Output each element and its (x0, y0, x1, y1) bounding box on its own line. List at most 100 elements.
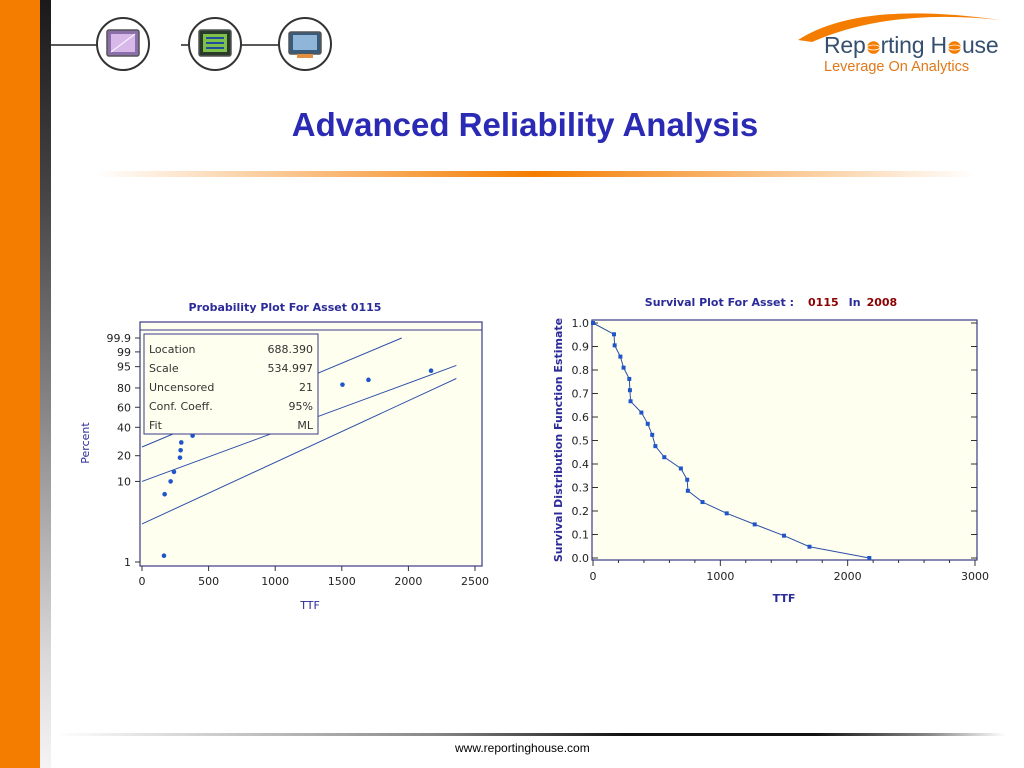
logo-globe-icon (866, 41, 880, 54)
surv-data-point (782, 533, 786, 538)
surv-data-point (639, 410, 644, 415)
stat-value: 534.997 (268, 362, 314, 375)
surv-data-point (685, 477, 690, 482)
prob-y-tick-label: 99 (117, 346, 131, 359)
stat-label: Scale (149, 362, 179, 375)
surv-data-point (650, 432, 655, 437)
surv-line (592, 322, 870, 559)
surv-data-point (612, 332, 617, 337)
prob-data-point (162, 491, 167, 497)
prob-x-label: TTF (299, 599, 320, 612)
prob-data-point (171, 469, 177, 475)
stat-label: Fit (149, 419, 163, 432)
surv-y-tick-label: 0.3 (572, 482, 590, 495)
prob-y-tick-label: 60 (117, 401, 131, 414)
surv-data-point (700, 500, 705, 505)
surv-data-point (685, 488, 690, 493)
surv-x-label: TTF (773, 592, 796, 605)
title-divider (95, 171, 975, 177)
surv-y-tick-label: 0.9 (572, 341, 590, 354)
surv-y-tick-label: 0.1 (572, 529, 590, 542)
prob-data-point (428, 368, 434, 374)
surv-data-point (653, 444, 658, 449)
surv-title-asset: 0115 (808, 296, 839, 309)
prob-x-tick-label: 2500 (461, 575, 489, 588)
surv-data-point (867, 556, 872, 560)
stat-value: 95% (289, 400, 313, 413)
prob-data-point (161, 553, 167, 559)
prob-data-point (178, 440, 184, 445)
prob-x-tick-label: 0 (139, 575, 146, 588)
surv-data-point (628, 399, 633, 404)
surv-x-tick-label: 0 (590, 570, 597, 583)
logo-swoosh-icon (798, 13, 1000, 42)
prob-x-tick-label: 500 (198, 575, 219, 588)
prob-y-ticks: 99.999 95 80 60 40 20 10 1 (107, 332, 140, 569)
prob-y-tick-label: 80 (117, 382, 131, 395)
prob-y-tick-label: 95 (117, 361, 131, 374)
stat-value: ML (297, 419, 313, 432)
prob-y-tick-label: 1 (124, 556, 131, 569)
surv-x-ticks: 0 1000 2000 3000 (590, 560, 989, 583)
prob-data-point (178, 447, 183, 453)
surv-y-tick-label: 0.5 (572, 435, 590, 448)
surv-y-tick-label: 0.2 (572, 505, 590, 518)
monitor-blue-icon[interactable] (278, 17, 332, 71)
left-orange-bar (0, 0, 40, 768)
surv-data-point (678, 466, 683, 471)
stat-label: Conf. Coeff. (149, 400, 213, 413)
surv-y-tick-label: 0.4 (572, 458, 590, 471)
surv-data-point (627, 376, 632, 381)
stats-box (143, 333, 319, 435)
page-title: Advanced Reliability Analysis (291, 106, 759, 143)
surv-x-tick-label: 1000 (706, 570, 734, 583)
prob-x-tick-label: 1500 (328, 575, 356, 588)
prob-y-tick-label: 99.9 (107, 332, 132, 345)
footer-url[interactable]: www.reportinghouse.com (455, 741, 590, 755)
surv-data-point (591, 321, 595, 325)
footer-divider (55, 733, 1005, 736)
surv-points (591, 321, 872, 560)
survival-plot: Survival Plot For Asset :0115 In 2008 0.00… (552, 296, 989, 605)
prob-x-tick-label: 2000 (394, 575, 422, 588)
prob-data-point (366, 377, 371, 383)
logo-tagline: Leverage On Analytics (824, 59, 970, 75)
prob-data-point (177, 455, 183, 460)
surv-series-line (592, 322, 870, 559)
surv-x-tick-label: 2000 (834, 570, 862, 583)
surv-data-point (645, 421, 650, 426)
surv-plot-area (591, 319, 978, 561)
monitor-green-icon[interactable] (188, 17, 242, 71)
prob-y-tick-label: 20 (117, 450, 131, 463)
prob-x-ticks: 0 500 1000 1500 2000 2500 (139, 566, 489, 588)
surv-data-point (752, 522, 757, 527)
surv-data-point (627, 388, 632, 393)
surv-data-point (612, 343, 617, 348)
surv-title-in: In (849, 296, 861, 309)
prob-y-label: Percent (79, 422, 92, 464)
surv-y-tick-label: 0.6 (572, 411, 590, 424)
stat-label: Location (149, 343, 196, 356)
surv-y-ticks: 0.0 0.1 0.2 0.3 0.4 0.5 0.6 0.7 0.8 0.9 1.0 (572, 317, 977, 565)
prob-lower-band (141, 378, 457, 525)
surv-title-year: 2008 (867, 296, 898, 309)
header-icons (51, 17, 332, 71)
surv-data-point (618, 354, 623, 359)
surv-data-point (807, 544, 812, 549)
probability-plot: Probability Plot For Asset 0115 99.999 95… (79, 301, 489, 612)
stat-label: Uncensored (149, 381, 214, 394)
monitor-purple-icon[interactable] (96, 17, 150, 71)
surv-plot-title: Survival Plot For Asset : 0115 In 2008 (645, 296, 897, 309)
stats-table: Location 688.390 Scale 534.997 Uncensored 21 C… (149, 343, 314, 432)
surv-y-tick-label: 0.8 (572, 364, 590, 377)
surv-y-tick-label: 1.0 (572, 317, 590, 330)
surv-x-tick-label: 3000 (961, 570, 989, 583)
surv-y-tick-label: 0.7 (572, 388, 590, 401)
prob-y-tick-label: 10 (117, 475, 131, 488)
prob-x-tick-label: 1000 (261, 575, 289, 588)
prob-data-point (340, 382, 345, 387)
surv-title-prefix: Survival Plot For Asset : (645, 296, 794, 309)
surv-data-point (662, 455, 667, 460)
